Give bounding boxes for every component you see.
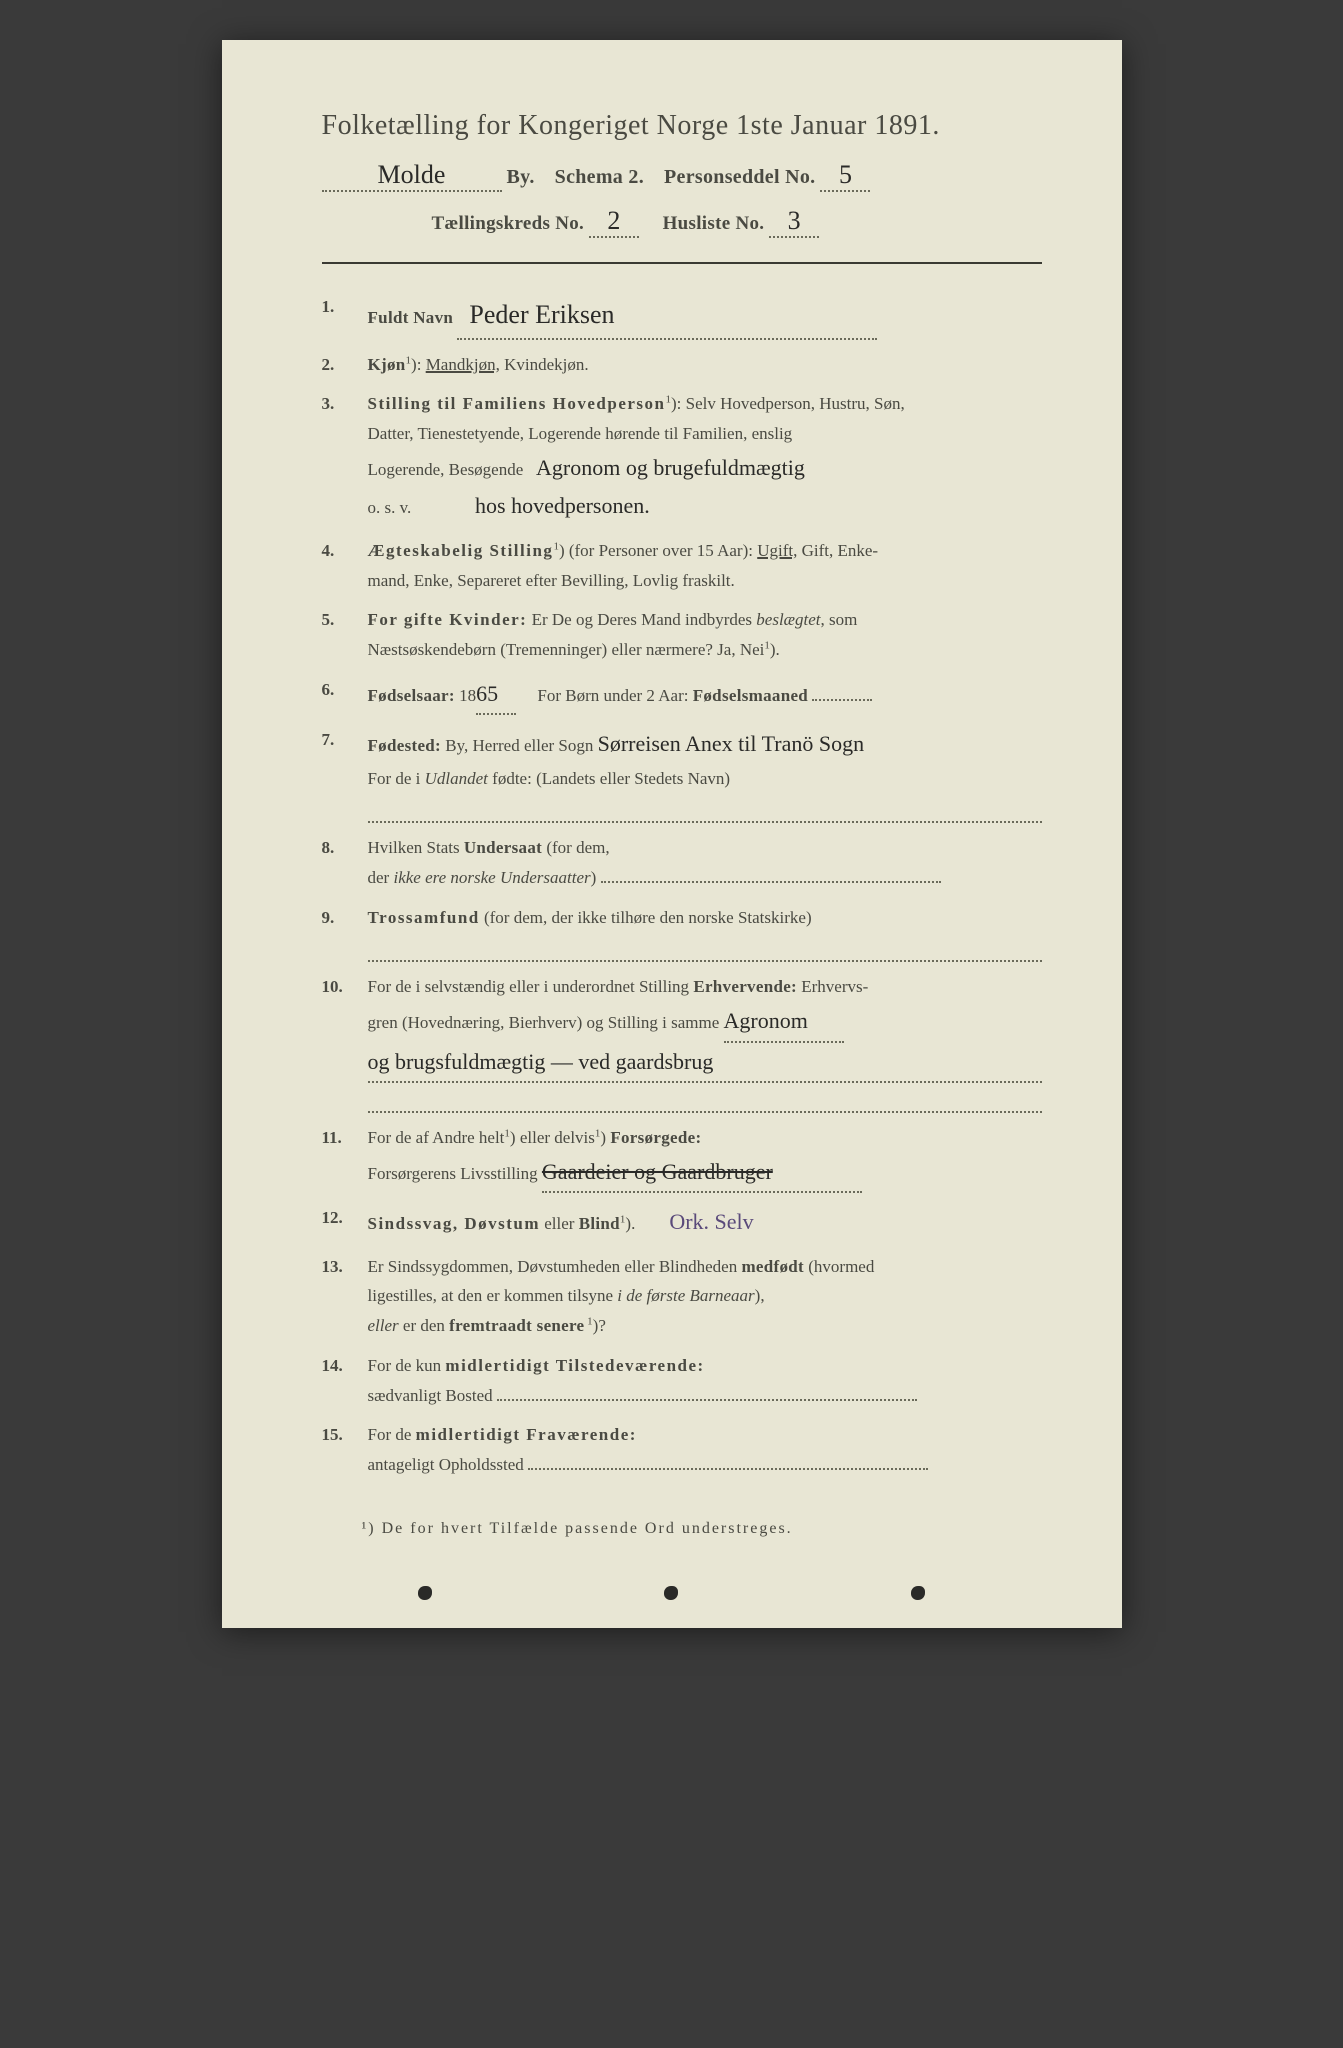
birthplace-hw: Sørreisen Anex til Tranö Sogn: [598, 731, 864, 756]
q3-handwritten-2: hos hovedpersonen.: [475, 493, 650, 518]
item-5: 5. For gifte Kvinder: Er De og Deres Man…: [322, 605, 1042, 665]
form-items: 1. Fuldt Navn Peder Eriksen 2. Kjøn1): M…: [322, 292, 1042, 1480]
item-11: 11. For de af Andre helt1) eller delvis1…: [322, 1123, 1042, 1193]
item-7: 7. Fødested: By, Herred eller Sogn Sørre…: [322, 725, 1042, 823]
binding-holes: [222, 1586, 1122, 1600]
form-title: Folketælling for Kongeriget Norge 1ste J…: [322, 110, 1042, 142]
item-1: 1. Fuldt Navn Peder Eriksen: [322, 292, 1042, 340]
hole-icon: [418, 1586, 432, 1600]
kreds-no: 2: [589, 206, 639, 238]
birthyear-hw: 65: [476, 675, 516, 716]
item-2: 2. Kjøn1): Mandkjøn, Kvindekjøn.: [322, 350, 1042, 380]
header-row-2: Tællingskreds No. 2 Husliste No. 3: [322, 206, 1042, 238]
q3-handwritten-1: Agronom og brugefuldmægtig: [536, 455, 805, 480]
header-row-1: Molde By. Schema 2. Personseddel No. 5: [322, 160, 1042, 192]
by-label: By.: [507, 166, 535, 188]
item-9: 9. Trossamfund (for dem, der ikke tilhør…: [322, 903, 1042, 963]
schema-label: Schema 2.: [555, 166, 644, 188]
kreds-label: Tællingskreds No.: [432, 213, 585, 234]
item-8: 8. Hvilken Stats Undersaat (for dem, der…: [322, 833, 1042, 893]
census-form-page: Folketælling for Kongeriget Norge 1ste J…: [222, 40, 1122, 1628]
personseddel-label: Personseddel No.: [664, 166, 815, 188]
hole-icon: [911, 1586, 925, 1600]
husliste-label: Husliste No.: [663, 213, 765, 234]
item-14: 14. For de kun midlertidigt Tilstedevære…: [322, 1351, 1042, 1411]
hole-icon: [664, 1586, 678, 1600]
sex-underlined: Mandkjøn,: [426, 355, 500, 374]
footnote: ¹) De for hvert Tilfælde passende Ord un…: [322, 1520, 1042, 1538]
marital-underlined: Ugift,: [757, 541, 797, 560]
name-handwritten: Peder Eriksen: [457, 292, 877, 340]
item-13: 13. Er Sindssygdommen, Døvstumheden elle…: [322, 1252, 1042, 1341]
personseddel-no: 5: [820, 160, 870, 192]
item-15: 15. For de midlertidigt Fraværende: anta…: [322, 1420, 1042, 1480]
city-handwritten: Molde: [322, 160, 502, 192]
husliste-no: 3: [769, 206, 819, 238]
item-10: 10. For de i selvstændig eller i underor…: [322, 972, 1042, 1113]
divider: [322, 262, 1042, 264]
q11-hw: Gaardeier og Gaardbruger: [542, 1153, 862, 1194]
q10-hw-2: og brugsfuldmægtig — ved gaardsbrug: [368, 1043, 1042, 1084]
item-3: 3. Stilling til Familiens Hovedperson1):…: [322, 389, 1042, 526]
item-6: 6. Fødselsaar: 1865 For Børn under 2 Aar…: [322, 675, 1042, 716]
q12-hw: Ork. Selv: [669, 1209, 753, 1234]
item-4: 4. Ægteskabelig Stilling1) (for Personer…: [322, 536, 1042, 596]
item-12: 12. Sindssvag, Døvstum eller Blind1). Or…: [322, 1203, 1042, 1242]
q10-hw-1: Agronom: [724, 1002, 844, 1043]
